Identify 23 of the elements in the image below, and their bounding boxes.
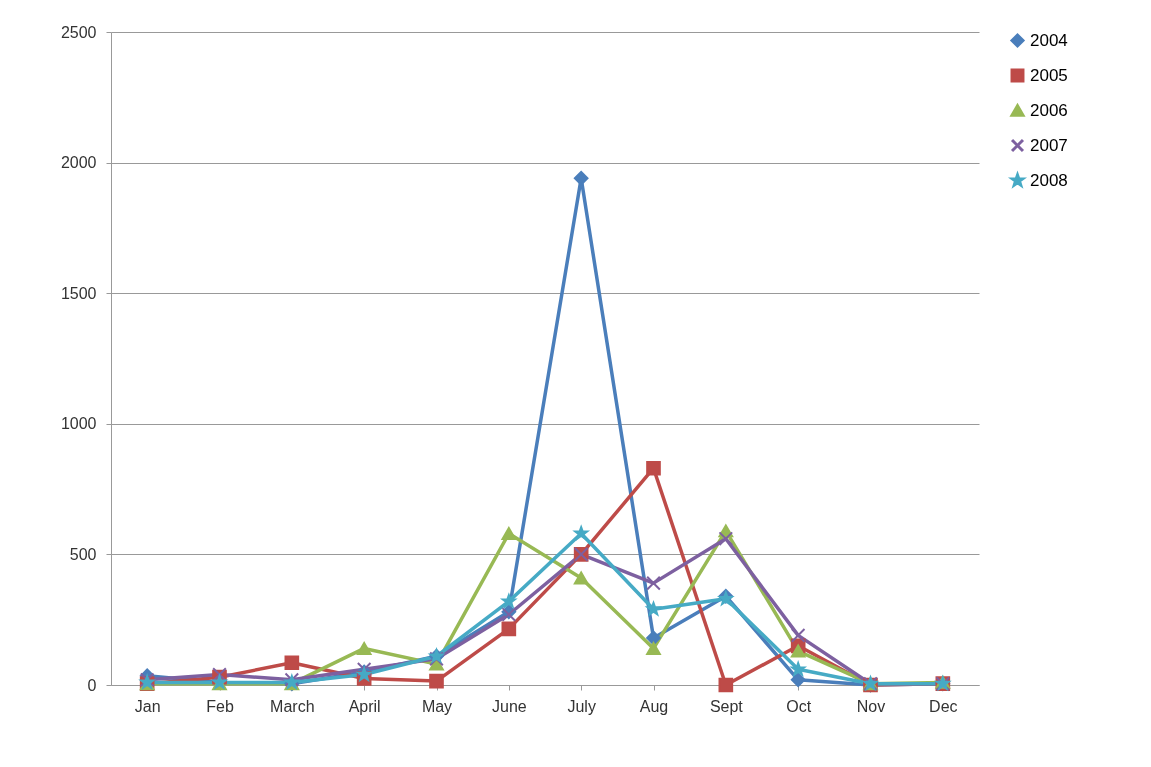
y-tick-label: 500 bbox=[69, 545, 97, 563]
x-tick-label: Dec bbox=[929, 697, 958, 715]
x-tick-label: May bbox=[421, 697, 453, 715]
x-tick-label: Aug bbox=[639, 697, 669, 715]
x-tick-label: Sept bbox=[709, 697, 744, 715]
x-tick-label: Nov bbox=[856, 697, 886, 715]
legend-label: 2004 bbox=[1030, 30, 1068, 50]
x-tick-label: Feb bbox=[206, 697, 234, 715]
x-tick-label: April bbox=[348, 697, 381, 715]
legend-label: 2006 bbox=[1030, 100, 1068, 120]
legend-label: 2008 bbox=[1030, 170, 1068, 190]
legend-label: 2005 bbox=[1030, 65, 1068, 85]
legend-label: 2007 bbox=[1030, 135, 1068, 155]
y-tick-label: 2500 bbox=[60, 23, 97, 41]
y-tick-label: 1000 bbox=[60, 415, 97, 433]
y-tick-label: 1500 bbox=[60, 284, 97, 302]
x-tick-label: Oct bbox=[786, 697, 812, 715]
x-tick-label: June bbox=[491, 697, 527, 715]
y-tick-label: 2000 bbox=[60, 154, 97, 172]
x-tick-label: July bbox=[567, 697, 596, 715]
x-tick-label: March bbox=[270, 697, 315, 715]
x-tick-label: Jan bbox=[134, 697, 161, 715]
y-tick-label: 0 bbox=[87, 676, 97, 694]
